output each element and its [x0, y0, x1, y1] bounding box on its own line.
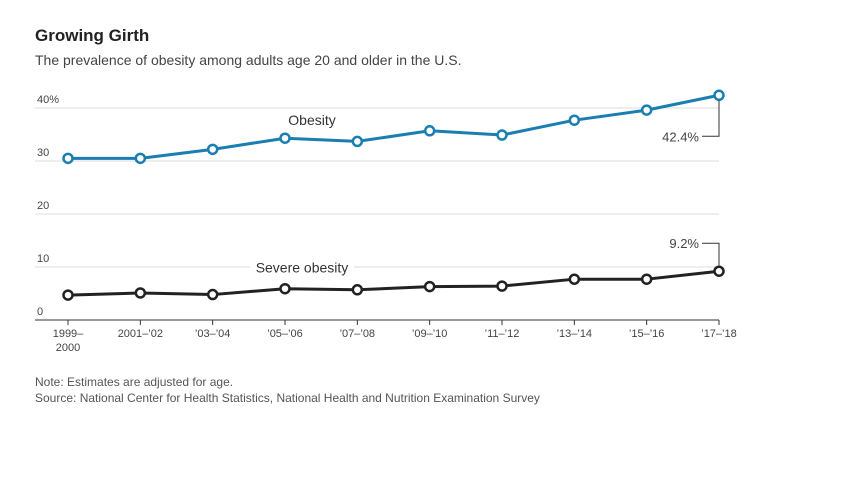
data-point-obesity [62, 152, 74, 165]
notes: Note: Estimates are adjusted for age. So… [35, 374, 540, 406]
data-point-severe-obesity [62, 289, 74, 301]
x-tick-label: ’07–’08 [340, 328, 375, 340]
x-tick-label: 2001–’02 [118, 328, 163, 340]
data-point-severe-obesity [423, 280, 436, 293]
data-point-obesity [568, 114, 581, 126]
x-tick-label: ’11–’12 [485, 328, 520, 340]
note-text: Note: Estimates are adjusted for age. [35, 375, 234, 389]
gridlines [35, 107, 719, 321]
data-point-severe-obesity [496, 280, 508, 292]
y-tick-label: 20 [37, 200, 49, 212]
x-tick-label: 1999– [53, 328, 84, 340]
callout-leader [702, 242, 720, 267]
data-point-severe-obesity [713, 265, 725, 277]
series-label-background [250, 258, 354, 278]
data-point-obesity [206, 143, 219, 156]
data-point-severe-obesity [206, 288, 219, 301]
series [62, 89, 725, 301]
data-point-severe-obesity [640, 273, 653, 285]
x-tick-label: ’03–’04 [195, 328, 230, 340]
data-point-obesity [279, 132, 291, 144]
chart-title: Growing Girth [35, 26, 150, 45]
x-tick-label: ’13–’14 [557, 328, 592, 340]
x-tick-label: ’05–’06 [267, 328, 302, 340]
data-point-obesity [351, 135, 364, 148]
series-line-severe-obesity [67, 269, 720, 297]
x-tick-label: 2000 [56, 342, 80, 354]
data-point-obesity [423, 125, 436, 137]
data-point-obesity [134, 152, 147, 165]
y-tick-label: 40% [37, 94, 59, 106]
y-tick-label: 0 [37, 306, 43, 318]
end-value-obesity: 42.4% [662, 129, 699, 144]
data-point-severe-obesity [279, 282, 291, 295]
axes: 0 10 20 30 40% 1999– 2000 2001–’02 ’03–’04 ’05–’0… [37, 94, 737, 354]
y-tick-label: 10 [37, 253, 49, 265]
series-label-severe-obesity: Severe obesity [256, 260, 349, 276]
data-point-severe-obesity [134, 287, 147, 299]
data-point-obesity [713, 89, 725, 102]
series-label-obesity: Obesity [288, 112, 335, 128]
y-tick-label: 30 [37, 147, 49, 159]
chart-subtitle: The prevalence of obesity among adults a… [35, 52, 462, 68]
source-text: Source: National Center for Health Stati… [35, 391, 540, 405]
x-tick-label: ’09–’10 [412, 328, 447, 340]
callout-leader [702, 100, 720, 137]
end-value-severe-obesity: 9.2% [669, 236, 699, 251]
x-tick-label: ’15–’16 [629, 328, 664, 340]
data-point-obesity [640, 104, 653, 116]
data-point-severe-obesity [568, 273, 581, 285]
x-tick-label: ’17–’18 [701, 328, 736, 340]
data-point-severe-obesity [351, 284, 364, 296]
annotations: Obesity Severe obesity 42.4% 9.2% [250, 100, 720, 278]
data-point-obesity [496, 129, 508, 141]
series-line-obesity [68, 93, 720, 160]
